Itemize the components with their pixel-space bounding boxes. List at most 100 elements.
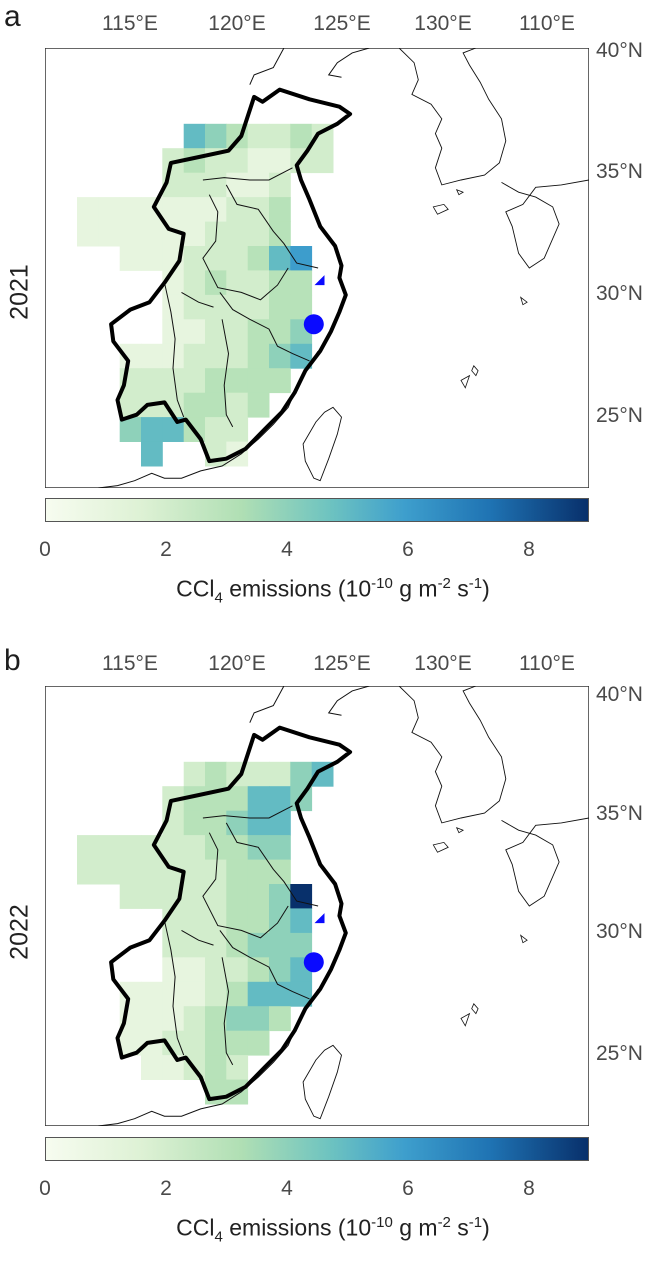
taiwan-outline bbox=[302, 406, 342, 482]
emission-cell bbox=[247, 294, 270, 320]
emission-cell bbox=[77, 221, 99, 247]
emission-cell bbox=[183, 786, 206, 812]
emission-cell bbox=[226, 270, 249, 296]
emission-cell bbox=[183, 932, 206, 958]
lon-label: 110°E bbox=[519, 12, 575, 35]
emission-cell bbox=[247, 343, 270, 369]
emission-cell bbox=[269, 319, 291, 345]
emission-cell bbox=[226, 859, 249, 885]
emission-cell bbox=[269, 810, 291, 836]
emission-cell bbox=[77, 197, 99, 222]
emission-cell bbox=[226, 884, 249, 909]
emission-cell bbox=[269, 1006, 291, 1032]
emission-cell bbox=[226, 957, 249, 983]
emission-cell bbox=[141, 884, 163, 909]
emission-cell bbox=[183, 981, 206, 1007]
province-border bbox=[221, 957, 234, 1066]
island-outline bbox=[471, 1003, 479, 1015]
lat-label: 40°N bbox=[596, 683, 643, 706]
emission-cell bbox=[247, 908, 270, 934]
lat-label: 25°N bbox=[596, 1042, 643, 1065]
colorbar-tick: 4 bbox=[281, 1177, 293, 1200]
site-marker-triangle bbox=[314, 913, 325, 924]
emission-cell bbox=[247, 1006, 270, 1032]
emission-cell bbox=[183, 392, 206, 418]
lat-label: 35°N bbox=[596, 160, 643, 183]
province-border bbox=[202, 194, 289, 301]
lon-label: 115°E bbox=[102, 12, 158, 35]
emission-cell bbox=[162, 932, 185, 958]
emission-cell bbox=[183, 761, 206, 787]
lon-label: 120°E bbox=[208, 652, 266, 675]
emission-cell bbox=[226, 417, 249, 442]
emission-cell bbox=[162, 392, 185, 418]
emission-cell bbox=[247, 932, 270, 958]
emission-cell bbox=[205, 932, 227, 958]
province-border bbox=[181, 929, 214, 946]
emission-cell bbox=[226, 172, 249, 198]
lon-label: 125°E bbox=[313, 12, 371, 35]
emission-cell bbox=[226, 197, 249, 222]
emission-cell bbox=[205, 835, 227, 860]
emission-cell bbox=[205, 417, 227, 442]
emission-cell bbox=[183, 294, 206, 320]
emission-cell bbox=[247, 957, 270, 983]
emission-cell bbox=[205, 343, 227, 369]
emission-cell bbox=[269, 835, 291, 860]
emission-cell bbox=[183, 859, 206, 885]
colorbar-label: CCl4 emissions (10-10 g m-2 s-1) bbox=[176, 1214, 490, 1246]
emission-cell bbox=[183, 197, 206, 222]
emission-cell bbox=[98, 835, 121, 860]
island-outline bbox=[519, 296, 528, 306]
emission-cell bbox=[183, 221, 206, 247]
emission-cell bbox=[141, 1006, 163, 1032]
coastline bbox=[327, 686, 370, 716]
island-outline bbox=[455, 827, 465, 834]
emission-cell bbox=[119, 1030, 142, 1056]
emission-cell bbox=[226, 221, 249, 247]
panel-letter: b bbox=[4, 644, 21, 677]
emissions-map bbox=[45, 48, 589, 488]
island-outline bbox=[460, 374, 471, 389]
emission-cell bbox=[290, 270, 313, 296]
emission-cell bbox=[162, 319, 185, 345]
emission-cell bbox=[247, 319, 270, 345]
emission-cell bbox=[183, 148, 206, 174]
emission-cell bbox=[269, 761, 291, 787]
emission-cell bbox=[269, 786, 291, 812]
emission-cell bbox=[183, 172, 206, 198]
emission-cell bbox=[141, 221, 163, 247]
emission-cell bbox=[247, 123, 270, 149]
emission-cell bbox=[247, 172, 270, 198]
emission-cell bbox=[141, 417, 163, 442]
emission-cell bbox=[290, 884, 313, 909]
emission-cell bbox=[119, 246, 142, 271]
emission-cell bbox=[247, 270, 270, 296]
emission-cell bbox=[269, 932, 291, 958]
emission-cell bbox=[205, 392, 227, 418]
emission-cell bbox=[119, 197, 142, 222]
emission-cell bbox=[226, 810, 249, 836]
emission-cell bbox=[247, 246, 270, 271]
emission-cell bbox=[183, 123, 206, 149]
emission-cell bbox=[269, 294, 291, 320]
island-outline bbox=[432, 841, 449, 853]
colorbar-tick: 0 bbox=[39, 1177, 51, 1200]
emission-cell bbox=[205, 761, 227, 787]
emission-cell bbox=[269, 221, 291, 247]
emission-cell bbox=[162, 1006, 185, 1032]
lon-label: 110°E bbox=[519, 652, 575, 675]
emission-cell bbox=[205, 294, 227, 320]
emission-cell bbox=[98, 221, 121, 247]
lat-label: 30°N bbox=[596, 920, 643, 943]
emission-cell bbox=[311, 148, 334, 174]
emission-cell bbox=[290, 123, 313, 149]
emission-cell bbox=[269, 908, 291, 934]
emission-cell bbox=[290, 294, 313, 320]
taiwan-outline bbox=[302, 1044, 342, 1120]
lon-label: 130°E bbox=[414, 652, 472, 675]
province-border bbox=[164, 920, 185, 1056]
emission-cell bbox=[183, 319, 206, 345]
emission-cell bbox=[162, 197, 185, 222]
emission-cell bbox=[162, 835, 185, 860]
